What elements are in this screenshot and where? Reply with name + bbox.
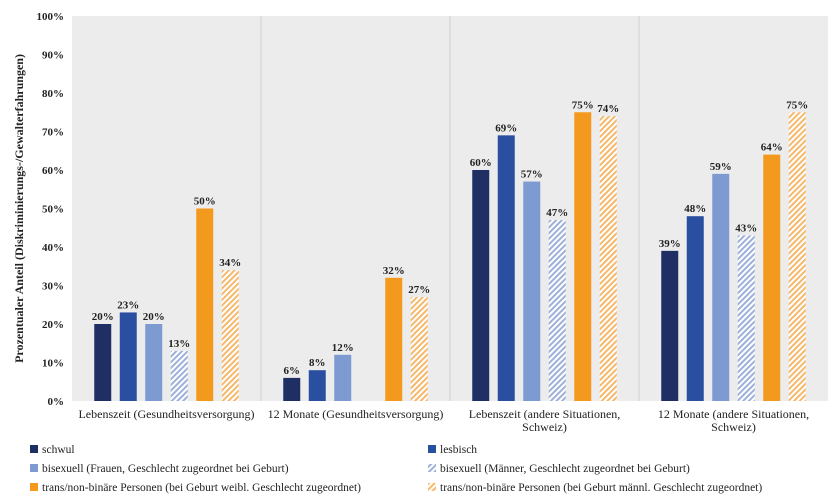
bar (599, 116, 617, 401)
data-label: 59% (710, 161, 732, 173)
data-label: 57% (521, 169, 543, 181)
bar (221, 270, 239, 401)
y-tick-label: 20% (42, 319, 64, 331)
data-label: 69% (495, 122, 517, 134)
y-tick-label: 80% (42, 88, 64, 100)
bar (737, 235, 755, 401)
legend-swatch (30, 464, 38, 472)
data-label: 27% (408, 284, 430, 296)
bar (712, 173, 730, 401)
x-tick-label: 12 Monate (andere Situationen, (658, 407, 809, 421)
data-label: 60% (470, 157, 492, 169)
legend-swatch (428, 464, 436, 472)
bar (686, 216, 704, 401)
bar (410, 297, 428, 401)
legend-swatch (428, 483, 436, 491)
data-label: 12% (332, 342, 354, 354)
bar (94, 324, 112, 401)
data-label: 64% (761, 142, 783, 154)
legend-label: bisexuell (Männer, Geschlecht zugeordnet… (440, 463, 690, 475)
legend-label: bisexuell (Frauen, Geschlecht zugeordnet… (42, 463, 289, 475)
bar (385, 277, 403, 401)
x-tick-label: Schweiz) (522, 420, 567, 434)
bar (763, 154, 781, 401)
legend-label: trans/non-binäre Personen (bei Geburt mä… (440, 482, 762, 494)
bar (788, 112, 806, 401)
data-label: 48% (684, 203, 706, 215)
data-label: 75% (572, 99, 594, 111)
bar (574, 112, 592, 401)
data-label: 34% (219, 257, 241, 269)
y-tick-label: 50% (42, 204, 64, 216)
x-tick-label: 12 Monate (Gesundheitsversorgung) (268, 407, 444, 421)
data-label: 13% (168, 338, 190, 350)
bar (119, 312, 137, 401)
bar (170, 350, 188, 401)
bar (145, 324, 163, 401)
data-label: 23% (117, 299, 139, 311)
data-label: 50% (194, 196, 216, 208)
data-label: 43% (735, 222, 757, 234)
data-label: 74% (597, 103, 619, 115)
bar (548, 220, 566, 401)
bar (497, 135, 515, 401)
data-label: 8% (309, 357, 326, 369)
x-tick-label: Lebenszeit (Gesundheitsversorgung) (78, 407, 254, 421)
data-label: 32% (383, 265, 405, 277)
bar (661, 250, 679, 401)
y-tick-label: 40% (42, 242, 64, 254)
bar (334, 354, 352, 401)
x-tick-label: Lebenszeit (andere Situationen, (469, 407, 621, 421)
bar (283, 377, 301, 401)
data-label: 47% (546, 207, 568, 219)
y-tick-label: 90% (42, 50, 64, 62)
data-label: 75% (786, 99, 808, 111)
legend-swatch (30, 445, 38, 453)
y-tick-label: 70% (42, 127, 64, 139)
bar (308, 370, 326, 401)
y-axis-label: Prozentualer Anteil (Diskriminierungs-/G… (12, 54, 26, 363)
legend-swatch (428, 445, 436, 453)
y-tick-label: 30% (42, 281, 64, 293)
x-tick-label: Schweiz) (711, 420, 756, 434)
y-tick-label: 60% (42, 165, 64, 177)
legend-swatch (30, 483, 38, 491)
data-label: 6% (284, 365, 301, 377)
data-label: 20% (92, 311, 114, 323)
y-tick-label: 100% (37, 11, 65, 23)
bar (472, 170, 490, 401)
y-tick-label: 10% (42, 358, 64, 370)
legend-label: trans/non-binäre Personen (bei Geburt we… (42, 482, 361, 494)
bar (196, 208, 214, 401)
data-label: 39% (659, 238, 681, 250)
legend-label: schwul (42, 444, 75, 456)
data-label: 20% (143, 311, 165, 323)
legend-label: lesbisch (440, 444, 477, 456)
y-tick-label: 0% (48, 396, 65, 408)
bar (523, 181, 541, 401)
